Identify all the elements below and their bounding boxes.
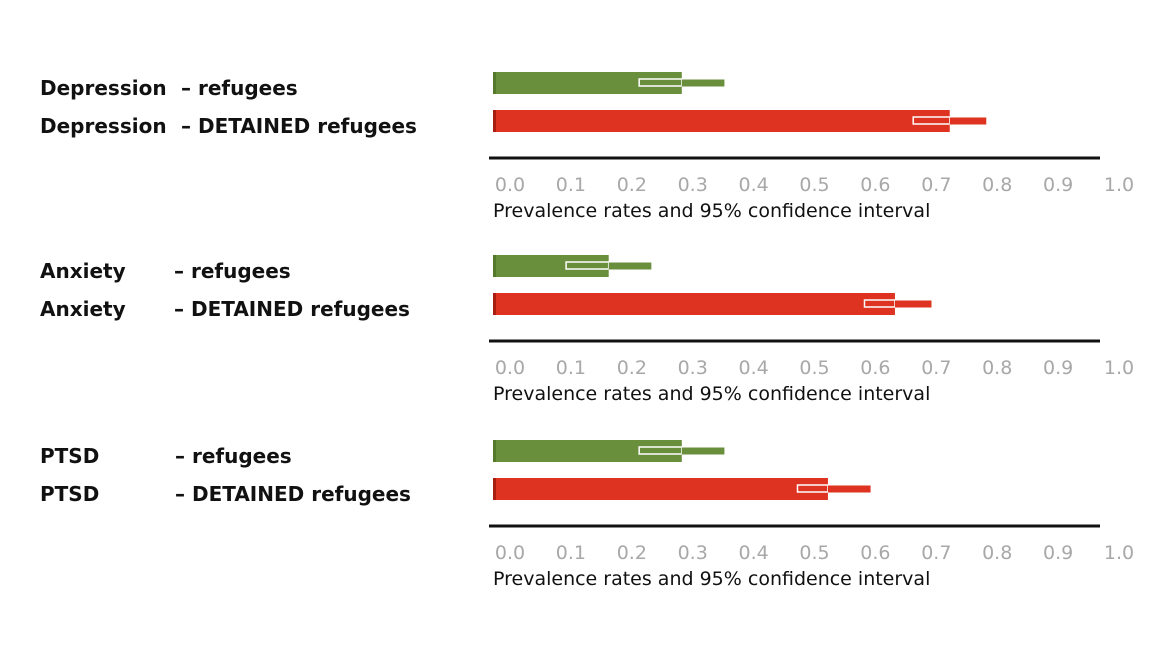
ci-upper-refugees (681, 447, 725, 455)
row-label-condition: PTSD (40, 482, 100, 506)
bar-edge-refugees (493, 255, 496, 277)
bar-refugees (493, 440, 682, 462)
x-tick-label: 0.8 (982, 174, 1012, 196)
x-tick-label: 0.3 (678, 357, 708, 379)
bar-detained (493, 478, 828, 500)
x-tick-label: 1.0 (1104, 174, 1134, 196)
x-tick-label: 1.0 (1104, 542, 1134, 564)
x-tick-label: 0.3 (678, 542, 708, 564)
x-tick-label: 0.1 (556, 542, 586, 564)
bar-detained (493, 110, 950, 132)
panel-depression: Depression – refugees Depression – DETAI… (0, 62, 1152, 242)
row-label-group: – refugees (181, 76, 298, 100)
x-tick-label: 0.4 (738, 542, 768, 564)
x-tick-label: 0.4 (738, 174, 768, 196)
bar-edge-refugees (493, 440, 496, 462)
x-tick-label: 0.6 (860, 357, 890, 379)
bar-refugees (493, 72, 682, 94)
x-tick-label: 0.6 (860, 174, 890, 196)
row-label-group: – DETAINED refugees (174, 297, 410, 321)
bar-detained (493, 293, 895, 315)
bar-edge-detained (493, 110, 496, 132)
x-tick-label: 0.5 (799, 357, 829, 379)
x-tick-label: 0.7 (921, 542, 951, 564)
x-tick-label: 0.9 (1043, 174, 1073, 196)
x-tick-label: 0.8 (982, 357, 1012, 379)
bar-edge-detained (493, 478, 496, 500)
ci-upper-detained (827, 485, 871, 493)
row-label-condition: Depression (40, 114, 167, 138)
chart-depression: 0.0 0.1 0.2 0.3 0.4 0.5 0.6 0.7 0.8 0.9 1.0 Prevale… (489, 72, 1134, 222)
bar-refugees (493, 255, 609, 277)
bar-edge-detained (493, 293, 496, 315)
ci-upper-detained (894, 300, 932, 308)
x-tick-label: 0.6 (860, 542, 890, 564)
row-label-depression-refugees: Depression – refugees (40, 76, 298, 100)
row-label-group: – DETAINED refugees (181, 114, 417, 138)
x-tick-label: 0.1 (556, 357, 586, 379)
row-label-condition: Anxiety (40, 297, 126, 321)
row-label-depression-detained: Depression – DETAINED refugees (40, 114, 417, 138)
x-tick-label: 0.5 (799, 174, 829, 196)
x-tick-label: 0.2 (617, 357, 647, 379)
ci-upper-refugees (608, 262, 652, 270)
x-tick-label: 0.0 (495, 174, 525, 196)
x-tick-label: 0.5 (799, 542, 829, 564)
bar-edge-refugees (493, 72, 496, 94)
x-tick-label: 0.1 (556, 174, 586, 196)
x-axis-title: Prevalence rates and 95% confidence inte… (493, 568, 930, 590)
x-tick-label: 1.0 (1104, 357, 1134, 379)
row-label-condition: PTSD (40, 444, 100, 468)
x-tick-label: 0.7 (921, 174, 951, 196)
x-tick-label: 0.0 (495, 542, 525, 564)
row-label-group: – refugees (174, 259, 291, 283)
x-tick-label: 0.2 (617, 542, 647, 564)
row-label-group: – DETAINED refugees (175, 482, 411, 506)
x-axis-title: Prevalence rates and 95% confidence inte… (493, 383, 930, 405)
row-label-condition: Anxiety (40, 259, 126, 283)
x-tick-label: 0.3 (678, 174, 708, 196)
row-label-anxiety-detained: Anxiety – DETAINED refugees (40, 297, 410, 321)
x-tick-label: 0.8 (982, 542, 1012, 564)
x-tick-label: 0.2 (617, 174, 647, 196)
row-label-condition: Depression (40, 76, 167, 100)
x-axis-title: Prevalence rates and 95% confidence inte… (493, 200, 930, 222)
row-label-ptsd-detained: PTSD – DETAINED refugees (40, 482, 411, 506)
chart-anxiety: 0.0 0.1 0.2 0.3 0.4 0.5 0.6 0.7 0.8 0.9 1.0 Prevale… (489, 255, 1134, 405)
panel-anxiety: Anxiety – refugees Anxiety – DETAINED re… (0, 245, 1152, 425)
panel-ptsd: PTSD – refugees PTSD – DETAINED refugees… (0, 430, 1152, 610)
x-tick-label: 0.9 (1043, 357, 1073, 379)
row-label-ptsd-refugees: PTSD – refugees (40, 444, 292, 468)
x-tick-label: 0.4 (738, 357, 768, 379)
x-tick-label: 0.7 (921, 357, 951, 379)
ci-upper-refugees (681, 79, 725, 87)
chart-ptsd: 0.0 0.1 0.2 0.3 0.4 0.5 0.6 0.7 0.8 0.9 1.0 Prevale… (489, 440, 1134, 590)
x-tick-label: 0.0 (495, 357, 525, 379)
row-label-anxiety-refugees: Anxiety – refugees (40, 259, 291, 283)
row-label-group: – refugees (175, 444, 292, 468)
x-tick-label: 0.9 (1043, 542, 1073, 564)
ci-upper-detained (949, 117, 987, 125)
